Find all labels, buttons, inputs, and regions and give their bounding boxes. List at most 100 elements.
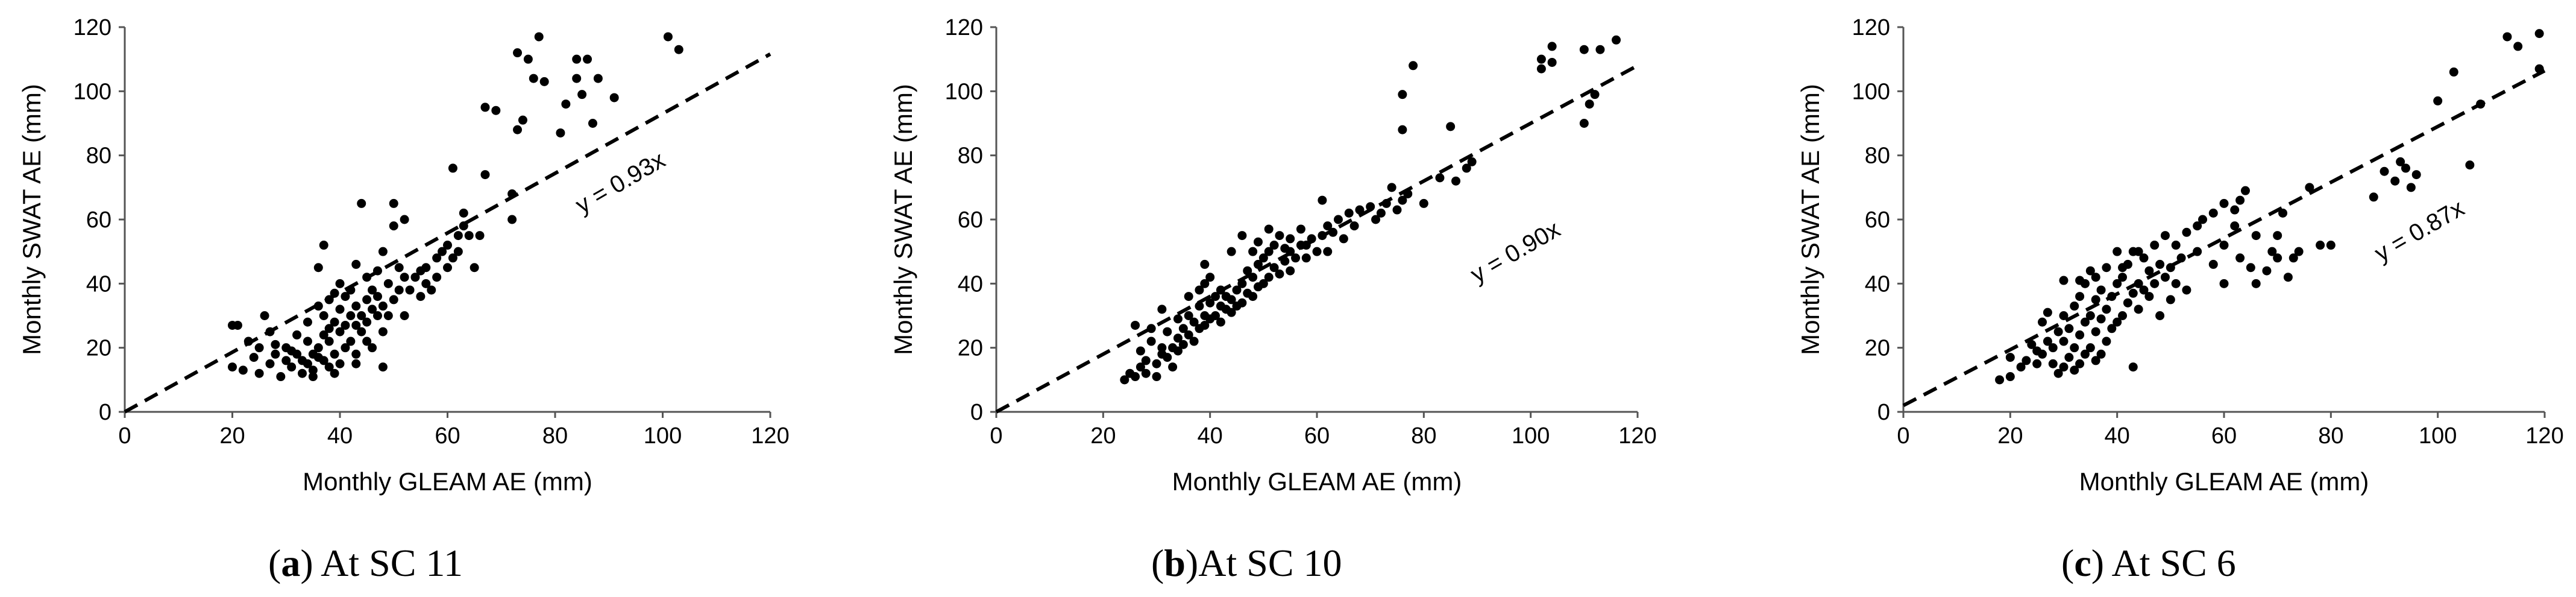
data-point: [1237, 231, 1247, 241]
data-point: [1258, 253, 1268, 263]
data-point: [2465, 160, 2475, 170]
data-point: [287, 346, 297, 356]
data-point: [1536, 54, 1546, 64]
data-point: [292, 330, 302, 340]
data-point: [2043, 308, 2052, 317]
data-point: [1131, 320, 1140, 330]
x-tick-label: 80: [1411, 423, 1436, 449]
data-point: [368, 343, 377, 353]
data-point: [663, 32, 673, 42]
y-tick-label: 120: [1852, 15, 1890, 40]
chart-panel-c: 0 20 40 60 80 100 120 0 20 40 60 80 100 120 Monthly GL…: [1796, 15, 2564, 496]
data-point: [1387, 183, 1396, 192]
data-point: [335, 359, 345, 368]
data-point: [2070, 302, 2079, 311]
data-point: [2273, 253, 2282, 263]
data-point: [2305, 183, 2314, 192]
data-point: [1237, 279, 1247, 288]
data-point: [2113, 279, 2122, 288]
data-point: [2144, 292, 2154, 302]
data-point: [2070, 365, 2079, 375]
data-point: [2267, 247, 2277, 256]
data-point: [1595, 45, 1605, 54]
data-point: [2107, 324, 2117, 333]
data-point: [2038, 349, 2047, 359]
data-point: [2433, 96, 2443, 106]
data-point: [341, 343, 350, 353]
data-point: [1579, 119, 1589, 128]
data-point: [319, 241, 328, 250]
data-point: [1157, 343, 1167, 353]
data-point: [276, 372, 286, 382]
x-tick-label: 20: [1090, 423, 1116, 449]
data-point: [572, 74, 582, 83]
data-point: [1419, 198, 1428, 208]
data-point: [1286, 247, 1295, 256]
data-point: [313, 302, 323, 311]
data-point: [2160, 273, 2170, 282]
y-tick-label: 0: [970, 400, 983, 425]
data-point: [249, 353, 259, 362]
data-point: [389, 295, 398, 305]
trend-line: [1902, 69, 2546, 408]
data-point: [529, 74, 538, 83]
data-point: [523, 54, 533, 64]
data-point: [1612, 35, 1621, 45]
data-point: [357, 198, 366, 208]
data-point: [2283, 273, 2293, 282]
x-tick-label: 20: [1997, 423, 2023, 449]
data-point: [421, 279, 431, 288]
data-point: [2053, 368, 2063, 378]
data-point: [2390, 176, 2400, 186]
x-tick-label: 120: [1618, 423, 1656, 449]
data-point: [1995, 375, 2005, 385]
y-tick-label: 0: [99, 400, 112, 425]
data-point: [2043, 336, 2052, 346]
data-point: [2193, 247, 2202, 256]
data-point: [313, 343, 323, 353]
data-point: [324, 324, 334, 333]
data-point: [2193, 221, 2202, 231]
data-point: [1184, 292, 1193, 302]
data-point: [233, 320, 242, 330]
data-point: [389, 221, 398, 231]
data-point: [313, 263, 323, 273]
data-point: [1286, 234, 1295, 244]
caption-b: (b)At SC 10: [1151, 542, 1342, 584]
data-point: [1409, 61, 1418, 71]
data-point: [2198, 215, 2208, 224]
data-point: [2534, 64, 2544, 74]
data-point: [572, 54, 582, 64]
data-point: [1446, 122, 1456, 131]
y-tick-label: 80: [1865, 144, 1890, 169]
data-point: [341, 320, 350, 330]
data-point: [238, 365, 248, 375]
data-point: [2208, 259, 2218, 269]
data-point: [1323, 221, 1333, 231]
data-point: [1376, 208, 1386, 218]
x-tick-label: 80: [2318, 423, 2343, 449]
data-point: [2411, 170, 2421, 180]
data-point: [2102, 263, 2111, 273]
data-point: [2091, 295, 2100, 305]
data-point: [1312, 247, 1322, 256]
data-point: [2053, 327, 2063, 336]
data-point: [303, 317, 312, 327]
data-point: [400, 215, 409, 224]
y-tick-label: 0: [1877, 400, 1890, 425]
y-tick-label: 40: [86, 271, 112, 297]
data-point: [330, 317, 339, 327]
data-point: [443, 263, 452, 273]
data-point: [1141, 368, 1151, 378]
data-point: [1403, 189, 1413, 198]
data-point: [394, 285, 404, 295]
data-point: [609, 93, 619, 103]
data-point: [281, 356, 291, 365]
data-point: [271, 349, 280, 359]
data-point: [2235, 253, 2245, 263]
data-point: [1227, 295, 1236, 305]
data-point: [1248, 273, 1258, 282]
data-point: [2150, 241, 2160, 250]
data-point: [1248, 247, 1258, 256]
y-tick-label: 20: [958, 336, 983, 361]
